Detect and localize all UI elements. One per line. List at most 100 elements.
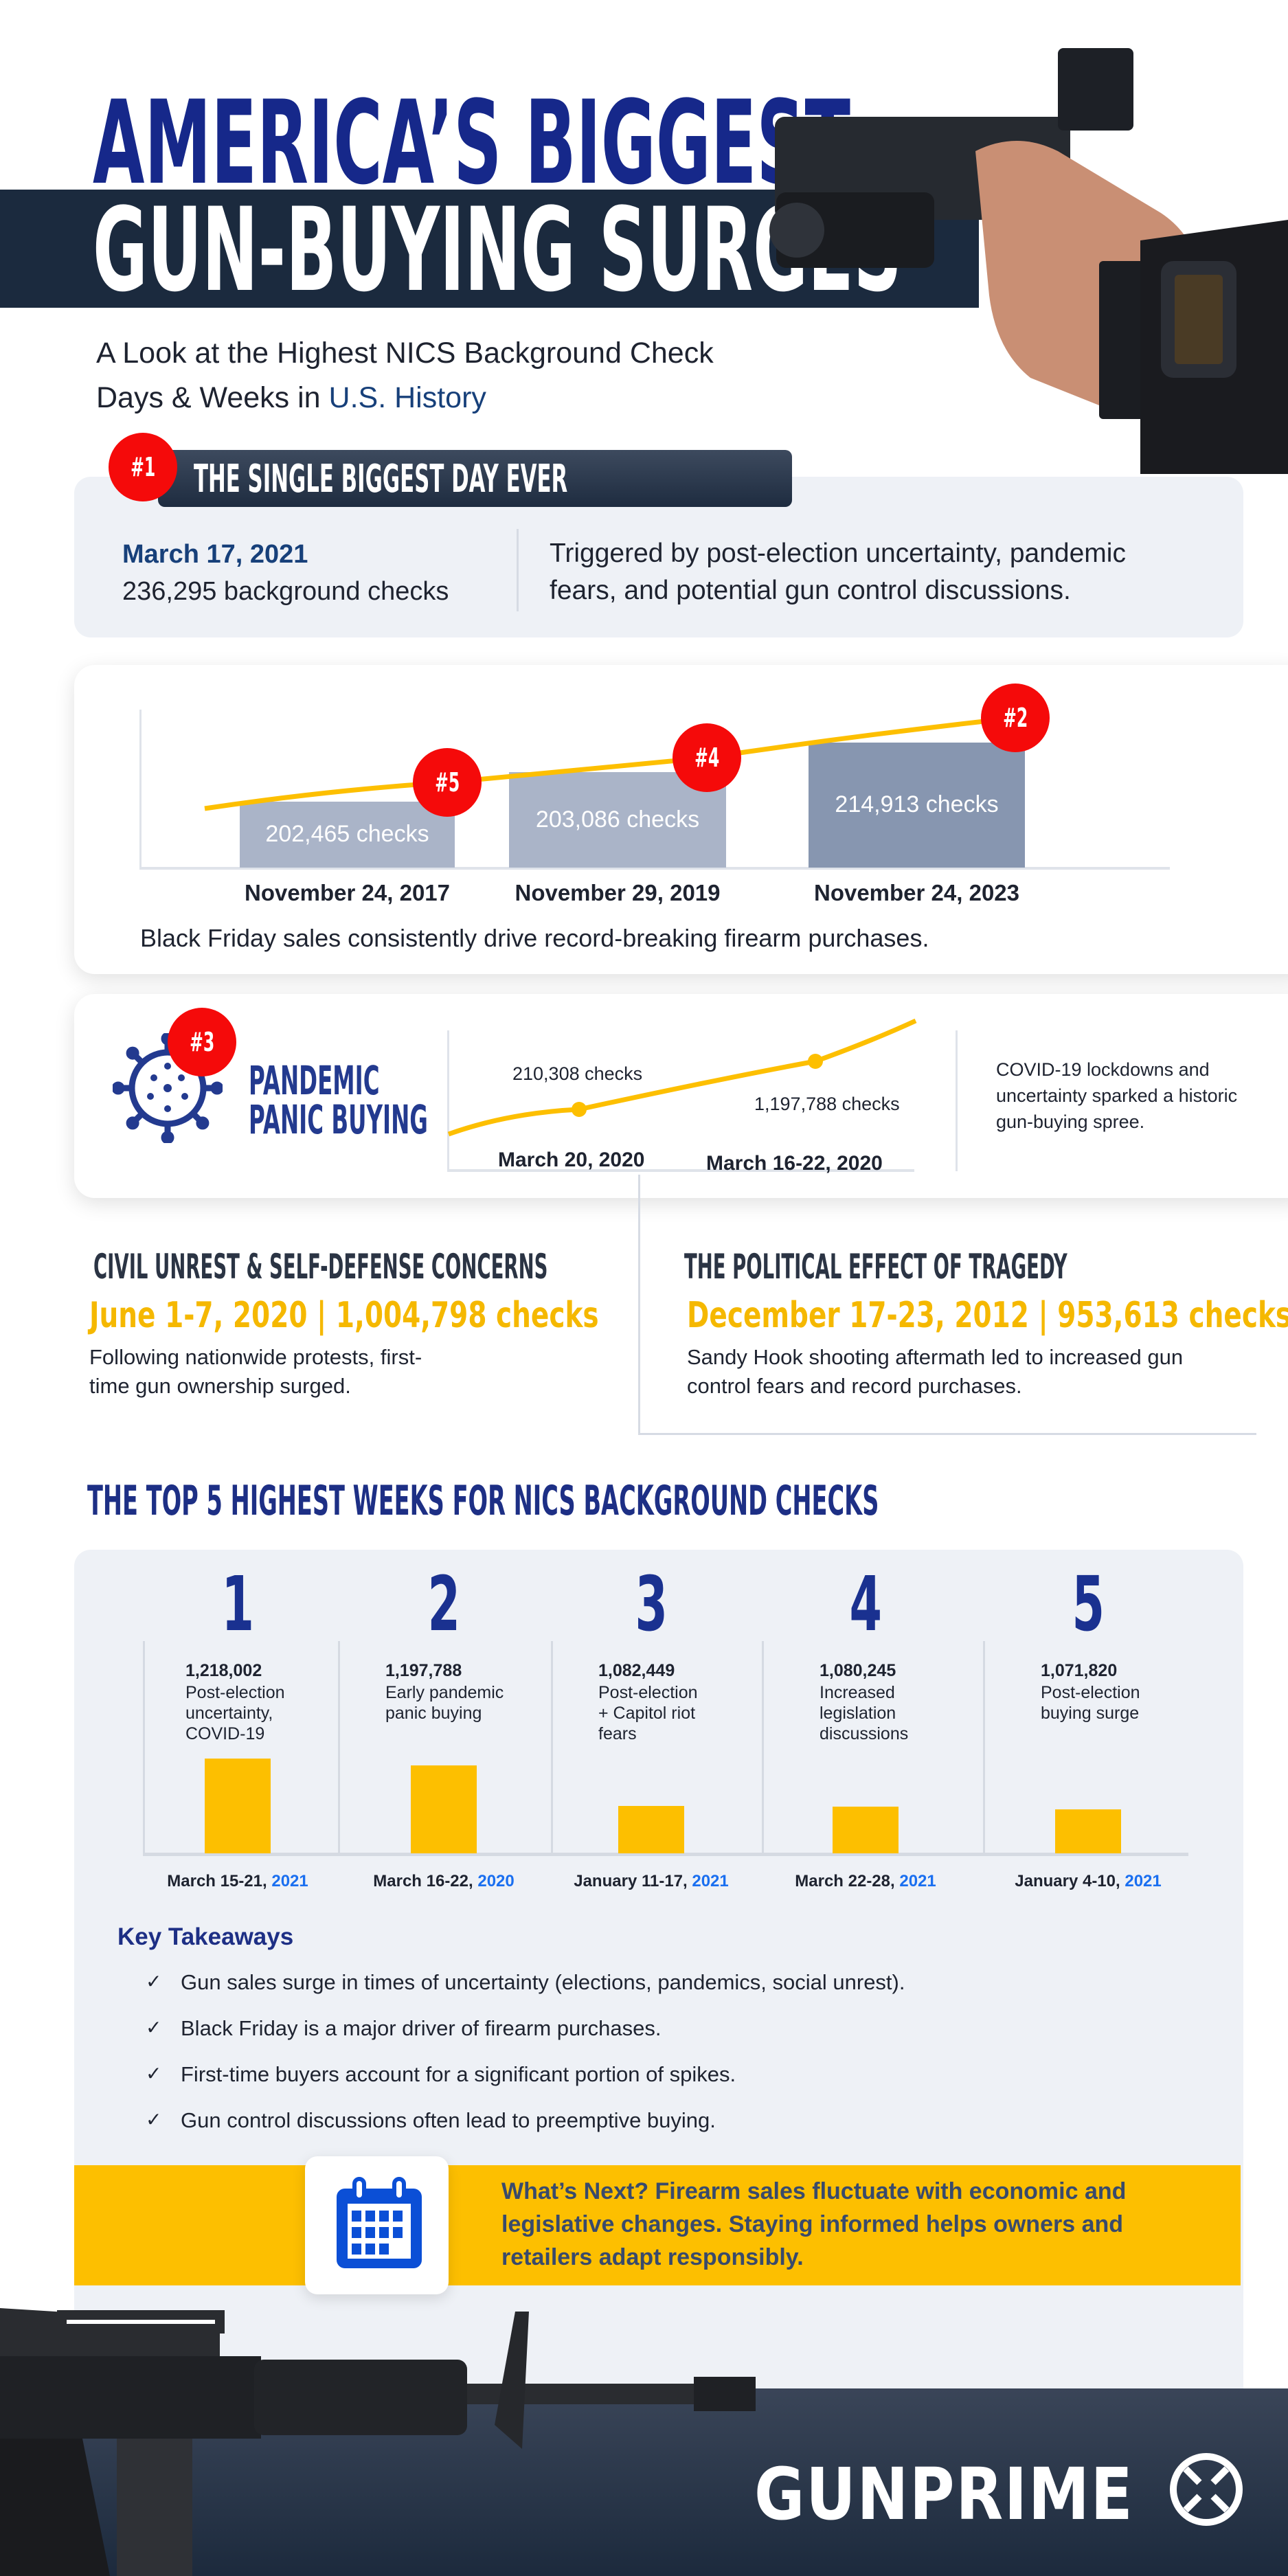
check-icon: ✓	[146, 2017, 162, 2038]
check-icon: ✓	[146, 2109, 162, 2130]
top5-bar	[411, 1765, 477, 1853]
pandemic-y-axis	[447, 1030, 449, 1171]
subtitle-highlight: U.S. History	[328, 381, 486, 414]
bf-baseline	[139, 867, 1170, 870]
title-text-2: GUN-BUYING SURGES	[93, 183, 902, 317]
top5-baseline	[143, 1853, 1188, 1856]
top5-date-label: March 22-28, 2021	[762, 1872, 969, 1891]
gunprime-logo-text: GUNPRIME	[754, 2452, 1134, 2536]
biggest-day-divider	[517, 529, 519, 611]
subtitle-line-1: A Look at the Highest NICS Background Ch…	[96, 337, 714, 370]
top5-year: 2021	[899, 1872, 936, 1890]
top5-bar	[205, 1759, 271, 1853]
pandemic-point-1	[572, 1102, 587, 1117]
top5-description-line: fears	[598, 1724, 637, 1743]
top5-date: January 11-17,	[574, 1872, 692, 1890]
rank-badge-1: #1	[109, 433, 177, 501]
bf-bar	[509, 772, 726, 868]
bf-date-label: November 24, 2023	[813, 880, 1019, 905]
bf-trend-line	[204, 715, 1016, 811]
tragedy-body-2: control fears and record purchases.	[687, 1374, 1022, 1398]
tragedy-stat: December 17-23, 2012 | 953,613 checks	[687, 1295, 1288, 1336]
pandemic-card	[74, 994, 1288, 1198]
pandemic-description-1: COVID-19 lockdowns and	[996, 1059, 1210, 1080]
takeaway-item: Gun control discussions often lead to pr…	[181, 2108, 716, 2132]
rank-badge-text: #4	[694, 743, 720, 773]
check-icon: ✓	[146, 1971, 162, 1992]
top5-description-line: Post-election	[598, 1683, 698, 1702]
bf-bar	[240, 802, 455, 868]
bf-y-axis	[139, 710, 142, 869]
top5-description-line: Early pandemic	[385, 1683, 504, 1702]
top5-bar	[1055, 1809, 1121, 1853]
subtitle-line-2: Days & Weeks in U.S. History	[96, 381, 486, 415]
civil-unrest-body-1: Following nationwide protests, first-	[89, 1345, 422, 1369]
top5-date-label: March 15-21, 2021	[135, 1872, 341, 1891]
top5-rank-number: 4	[797, 1566, 934, 1642]
pistol-in-hand-image	[769, 48, 1288, 474]
title-line-1: AMERICA’S BIGGEST	[93, 85, 1288, 201]
section-divider-horizontal	[638, 1433, 1256, 1435]
top5-card	[74, 1550, 1243, 2443]
top5-date-label: January 4-10, 2021	[985, 1872, 1191, 1891]
whats-next-line-1: What’s Next? Firearm sales fluctuate wit…	[501, 2178, 1127, 2204]
whats-next-line-3: retailers adapt responsibly.	[501, 2244, 804, 2270]
bf-bar-label: 202,465 checks	[265, 821, 429, 847]
section-divider-vertical	[638, 1175, 640, 1434]
bf-date-label: November 29, 2019	[515, 880, 721, 905]
biggest-day-description-1: Triggered by post-election uncertainty, …	[550, 539, 1126, 568]
pandemic-point-1-date: March 20, 2020	[498, 1149, 645, 1171]
top5-rank-text: 1	[221, 1560, 254, 1648]
bf-bar-label: 203,086 checks	[535, 806, 700, 833]
top5-description-line: legislation	[820, 1704, 896, 1723]
top5-rank-text: 2	[427, 1560, 460, 1648]
rifle-image	[0, 2308, 756, 2576]
biggest-day-heading-bar: THE SINGLE BIGGEST DAY EVER	[158, 450, 792, 507]
top5-year: 2021	[692, 1872, 729, 1890]
pandemic-description-3: gun-buying spree.	[996, 1111, 1145, 1132]
bf-bar-label: 214,913 checks	[835, 791, 999, 817]
top5-date: March 22-28,	[795, 1872, 900, 1890]
civil-unrest-stat: June 1-7, 2020 | 1,004,798 checks	[89, 1295, 769, 1336]
bf-bar	[809, 743, 1025, 868]
top5-checks: 1,082,449	[598, 1661, 675, 1680]
whats-next-text: What’s Next? Firearm sales fluctuate wit…	[501, 2175, 1126, 2274]
civil-unrest-heading: CIVIL UNREST & SELF-DEFENSE CONCERNS	[93, 1247, 920, 1287]
tragedy-heading-text: THE POLITICAL EFFECT OF TRAGEDY	[684, 1247, 1067, 1287]
title-line-2: GUN-BUYING SURGES	[93, 183, 1288, 317]
tragedy-stat-text: December 17-23, 2012 | 953,613 checks	[687, 1295, 1288, 1336]
bf-date-label: November 24, 2017	[244, 880, 450, 905]
rank-badge-text: #2	[1002, 703, 1028, 733]
top5-column-divider	[983, 1641, 985, 1854]
subtitle-prefix: Days & Weeks in	[96, 381, 329, 414]
check-icon: ✓	[146, 2063, 162, 2084]
pandemic-divider	[956, 1030, 958, 1171]
biggest-day-heading: THE SINGLE BIGGEST DAY EVER	[194, 457, 568, 501]
rank-badge-text: #5	[434, 767, 460, 798]
pandemic-trend-path	[447, 1018, 917, 1137]
pandemic-point-2-label: 1,197,788 checks	[754, 1094, 900, 1114]
pandemic-description: COVID-19 lockdowns and uncertainty spark…	[996, 1057, 1237, 1135]
pandemic-baseline	[447, 1169, 914, 1172]
takeaway-item: Gun sales surge in times of uncertainty …	[181, 1970, 905, 1994]
pandemic-title-2: PANIC BUYING	[249, 1096, 428, 1143]
top5-column-divider	[143, 1641, 145, 1854]
rank-badge-text: #1	[130, 452, 156, 482]
pandemic-trend-line	[447, 1018, 917, 1137]
rank-badge-text: #3	[189, 1027, 215, 1057]
top5-checks: 1,197,788	[385, 1661, 462, 1680]
pandemic-description-2: uncertainty sparked a historic	[996, 1085, 1238, 1106]
biggest-day-description-2: fears, and potential gun control discuss…	[550, 576, 1071, 605]
rank-badge: #2	[981, 683, 1050, 752]
top5-description-line: + Capitol riot	[598, 1704, 696, 1723]
top5-year: 2020	[477, 1872, 515, 1890]
top5-description-line: uncertainty,	[185, 1704, 273, 1723]
civil-unrest-body-2: time gun ownership surged.	[89, 1374, 351, 1398]
rank-badge-3: #3	[168, 1008, 236, 1076]
top5-date: March 16-22,	[373, 1872, 478, 1890]
civil-unrest-stat-text: June 1-7, 2020 | 1,004,798 checks	[89, 1295, 599, 1336]
top5-date-label: March 16-22, 2020	[341, 1872, 547, 1891]
top5-description-line: panic buying	[385, 1704, 482, 1723]
rank-badge: #4	[673, 723, 741, 792]
top5-year: 2021	[271, 1872, 308, 1890]
